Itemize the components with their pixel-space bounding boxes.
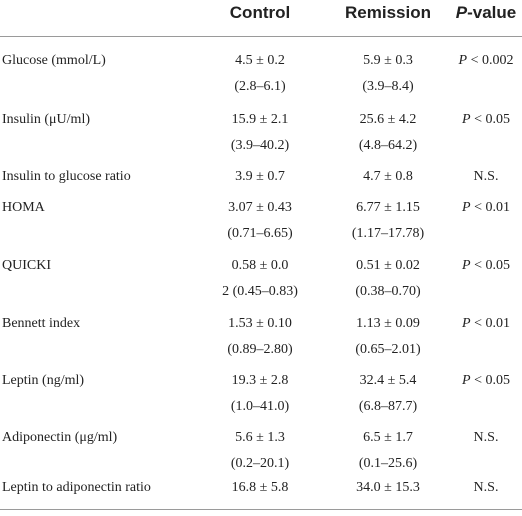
header-pvalue: P-value [450,0,522,26]
remission-mean: 34.0 ± 15.3 [356,480,420,495]
header-pvalue-suffix: -value [467,3,517,22]
p-value: N.S. [450,167,522,187]
p-symbol: P [458,53,468,68]
p-symbol: P [462,200,471,215]
row-label: Insulin (μU/ml) [2,112,90,127]
remission-range: (1.17–17.78) [351,226,425,241]
control-mean: 4.5 ± 0.2 [235,53,285,68]
p-symbol: P [462,316,471,331]
control-range: (3.9–40.2) [230,138,290,153]
control-range: 2 (0.45–0.83) [222,284,298,299]
remission-range: (0.1–25.6) [358,456,418,471]
remission-mean: 6.5 ± 1.7 [363,430,413,445]
row-label: Insulin to glucose ratio [2,169,131,184]
header-remission: Remission [345,3,431,22]
control-mean: 5.6 ± 1.3 [235,430,285,445]
row-label: Bennett index [2,316,81,331]
control-mean: 19.3 ± 2.8 [231,373,289,388]
p-text: < 0.002 [467,53,514,68]
remission-mean: 0.51 ± 0.02 [356,258,420,273]
remission-range: (0.65–2.01) [355,342,421,357]
p-text: < 0.05 [470,258,510,273]
row-label: Adiponectin (μg/ml) [2,430,118,445]
control-range: (0.89–2.80) [227,342,293,357]
p-value: P < 0.01 [450,198,522,218]
remission-range: (4.8–64.2) [358,138,418,153]
p-text: < 0.05 [470,373,510,388]
row-label: Glucose (mmol/L) [2,53,106,68]
control-mean: 3.07 ± 0.43 [228,200,292,215]
p-text: N.S. [473,169,499,184]
remission-mean: 6.77 ± 1.15 [356,200,420,215]
row-label: Leptin (ng/ml) [2,373,85,388]
p-symbol: P [462,373,471,388]
p-value: N.S. [450,428,522,448]
p-value: P < 0.05 [450,110,522,130]
control-range: (1.0–41.0) [230,399,290,414]
p-symbol: P [462,258,471,273]
control-range: (2.8–6.1) [234,79,286,94]
p-text: N.S. [473,430,499,445]
p-text: N.S. [473,480,499,495]
row-label: HOMA [2,200,45,215]
p-value: P < 0.002 [450,51,522,71]
p-text: < 0.05 [470,112,510,127]
top-rule [0,36,522,37]
p-value: P < 0.05 [450,371,522,391]
control-mean: 3.9 ± 0.7 [235,169,285,184]
control-mean: 16.8 ± 5.8 [231,480,289,495]
remission-range: (3.9–8.4) [362,79,414,94]
header-pvalue-symbol: P [455,3,468,22]
p-value: P < 0.01 [450,314,522,334]
remission-mean: 4.7 ± 0.8 [363,169,413,184]
p-symbol: P [462,112,471,127]
remission-range: (6.8–87.7) [358,399,418,414]
header-control: Control [229,3,291,22]
remission-range: (0.38–0.70) [355,284,421,299]
control-mean: 15.9 ± 2.1 [231,112,289,127]
row-label: Leptin to adiponectin ratio [2,480,151,495]
p-text: < 0.01 [470,200,510,215]
p-value: P < 0.05 [450,256,522,276]
remission-mean: 5.9 ± 0.3 [363,53,413,68]
bottom-rule [0,509,522,510]
remission-mean: 25.6 ± 4.2 [359,112,417,127]
control-mean: 0.58 ± 0.0 [231,258,289,273]
remission-mean: 1.13 ± 0.09 [356,316,420,331]
p-value: N.S. [450,478,522,498]
row-label: QUICKI [2,258,51,273]
control-range: (0.71–6.65) [227,226,293,241]
control-range: (0.2–20.1) [230,456,290,471]
remission-mean: 32.4 ± 5.4 [359,373,417,388]
p-text: < 0.01 [470,316,510,331]
control-mean: 1.53 ± 0.10 [228,316,292,331]
